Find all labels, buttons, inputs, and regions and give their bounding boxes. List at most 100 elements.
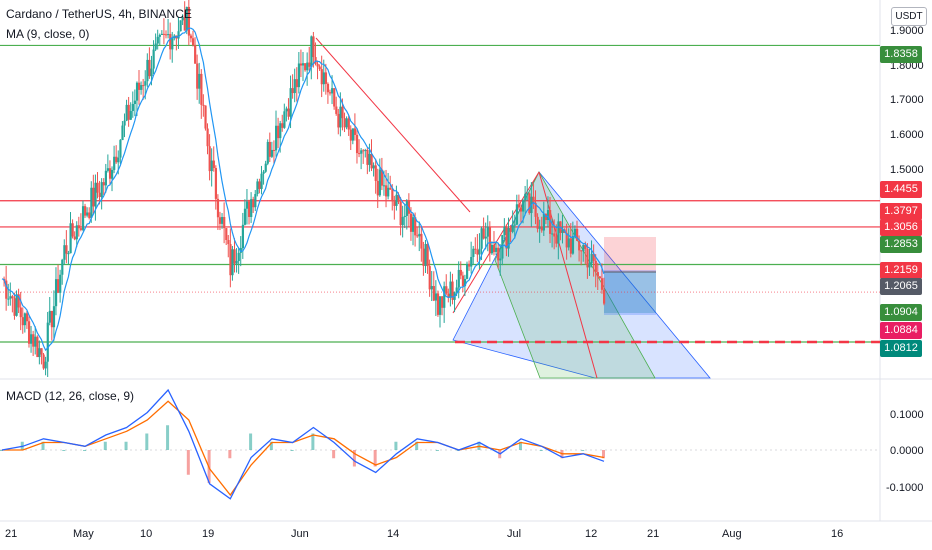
candle-body [416, 235, 419, 237]
candle-body [528, 193, 531, 214]
candle-body [380, 169, 384, 186]
candle-body [522, 200, 525, 212]
candle-body [59, 274, 62, 293]
candle-body [374, 165, 377, 181]
macd-histogram-bar [602, 450, 605, 459]
candle-body [405, 201, 408, 216]
candle-body [588, 263, 591, 268]
candle-body [92, 187, 95, 207]
candle-body [133, 100, 137, 104]
symbol-legend[interactable]: Cardano / TetherUS, 4h, BINANCE [6, 7, 192, 21]
candle-body [324, 72, 328, 84]
candle-body [264, 163, 267, 172]
candle-body [297, 63, 301, 88]
candle-body [171, 38, 174, 50]
candle-body [578, 240, 581, 251]
candle-body [183, 17, 186, 31]
candle-body [262, 171, 265, 174]
candle-body [194, 45, 197, 64]
candle-body [430, 286, 433, 290]
candle-body [63, 245, 66, 260]
ma-legend[interactable]: MA (9, close, 0) [6, 27, 90, 41]
candle-body [40, 348, 43, 355]
candle-body [96, 182, 99, 193]
macd-histogram-bar [103, 441, 107, 450]
candle-body [21, 317, 24, 326]
time-tick: 16 [831, 528, 844, 540]
candle-body [378, 169, 382, 196]
macd-histogram-bar [290, 450, 294, 451]
candle-body [258, 181, 261, 189]
candle-body [196, 63, 199, 89]
macd-tick: 0.1000 [890, 409, 924, 421]
candle-body [287, 108, 290, 117]
candle-body [108, 168, 112, 179]
candle-body [152, 49, 155, 69]
candle-body [455, 287, 458, 293]
macd-legend[interactable]: MACD (12, 26, close, 9) [6, 389, 135, 403]
candle-body [490, 244, 494, 254]
candle-body [285, 108, 288, 112]
macd-histogram-bar [186, 450, 190, 475]
candle-body [482, 228, 485, 239]
candle-body [79, 228, 83, 230]
candle-body [23, 313, 27, 326]
candle-body [370, 153, 373, 169]
candle-body [283, 111, 286, 128]
candle-body [449, 281, 452, 298]
candle-body [549, 210, 552, 234]
candle-body [9, 296, 12, 299]
candle-body [436, 293, 440, 315]
candle-body [46, 322, 49, 362]
candle-body [131, 103, 134, 111]
candle-body [81, 206, 85, 230]
candle-body [111, 169, 114, 179]
candle-body [227, 239, 230, 245]
candle-body [360, 150, 363, 154]
time-tick: May [73, 528, 94, 540]
candle-body [306, 62, 309, 71]
macd-histogram-bar [228, 450, 232, 459]
candle-body [511, 225, 514, 232]
candle-body [30, 334, 33, 344]
candle-body [320, 69, 323, 85]
currency-unit-button[interactable]: USDT [891, 7, 927, 26]
macd-histogram-bar [539, 450, 543, 451]
candle-body [470, 256, 473, 267]
candle-body [277, 125, 280, 139]
candle-body [98, 192, 101, 198]
candle-body [27, 321, 31, 344]
candle-body [443, 286, 446, 308]
candle-body [507, 228, 510, 249]
candle-body [505, 226, 508, 249]
candle-body [420, 233, 423, 249]
macd-histogram-bar [415, 441, 419, 450]
candle-body [233, 249, 236, 264]
candle-body [385, 185, 388, 197]
candle-body [540, 226, 543, 231]
candle-body [513, 224, 516, 226]
candle-body [567, 238, 570, 248]
candle-body [25, 313, 29, 322]
price-badge: 1.3797 [880, 203, 922, 220]
candle-body [84, 206, 87, 216]
candle-body [331, 88, 334, 94]
macd-histogram-bar [394, 441, 398, 450]
price-tick: 1.7000 [890, 94, 924, 106]
candle-body [495, 247, 498, 252]
candle-body [451, 281, 454, 300]
candle-body [177, 31, 180, 39]
candle-body [106, 168, 110, 171]
candle-body [210, 160, 213, 172]
candle-body [65, 245, 68, 254]
candle-body [389, 187, 392, 190]
candle-body [187, 6, 191, 36]
candle-body [573, 228, 577, 237]
candle-body [590, 253, 593, 264]
macd-signal-line [2, 400, 605, 497]
candle-body [391, 189, 394, 202]
price-badge: 1.2065 [880, 278, 922, 295]
macd-histogram-bar [435, 450, 439, 451]
candle-body [164, 34, 168, 36]
